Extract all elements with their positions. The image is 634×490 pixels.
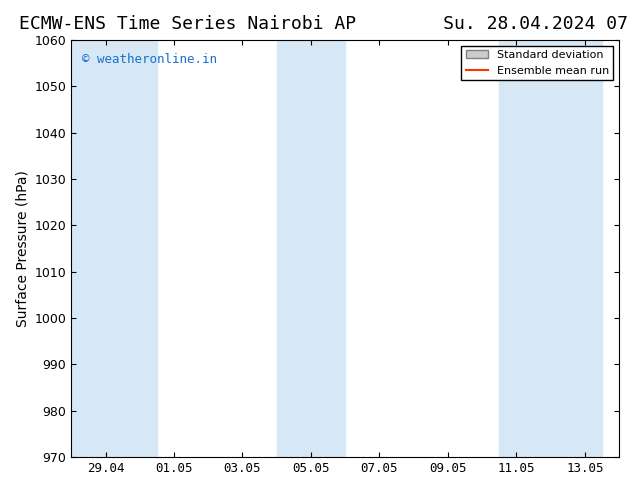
- Title: ECMW-ENS Time Series Nairobi AP        Su. 28.04.2024 07 UTC: ECMW-ENS Time Series Nairobi AP Su. 28.0…: [19, 15, 634, 33]
- Bar: [71, 40, 157, 457]
- Legend: Standard deviation, Ensemble mean run: Standard deviation, Ensemble mean run: [461, 46, 614, 80]
- Y-axis label: Surface Pressure (hPa): Surface Pressure (hPa): [15, 170, 29, 327]
- Bar: [499, 40, 602, 457]
- Bar: [276, 40, 345, 457]
- Text: © weatheronline.in: © weatheronline.in: [82, 52, 217, 66]
